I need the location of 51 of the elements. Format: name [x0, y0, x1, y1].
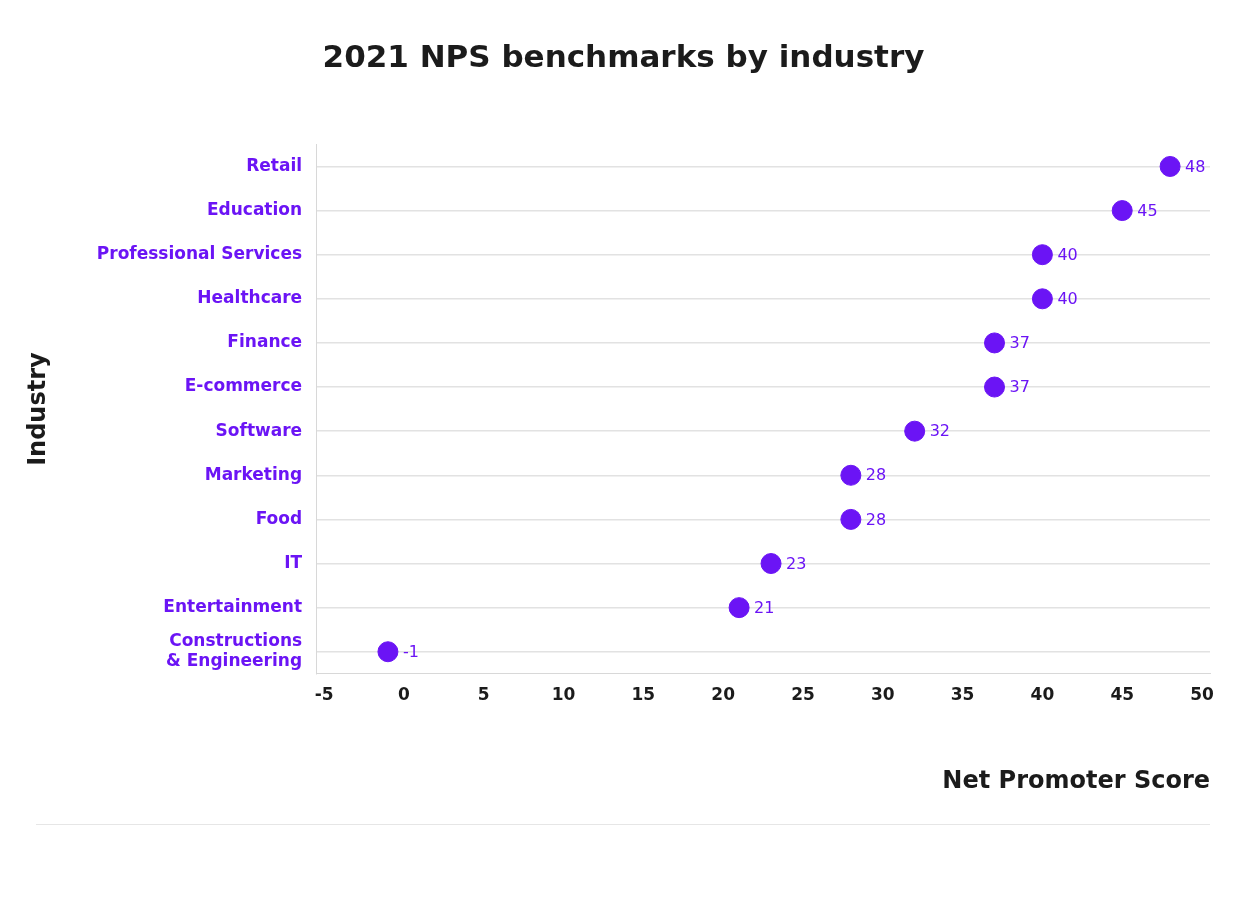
data-label: 40 — [1057, 244, 1078, 264]
point — [840, 464, 862, 486]
y-tick-label: Entertainment — [163, 596, 303, 617]
data-label: -1 — [402, 641, 419, 661]
data-label: 23 — [786, 553, 807, 573]
data-label: 40 — [1057, 288, 1078, 308]
y-tick-label: Healthcare — [197, 287, 303, 308]
x-tick-label: 50 — [1190, 684, 1215, 705]
x-tick-label: 30 — [870, 684, 895, 705]
data-label: 45 — [1137, 200, 1158, 220]
point — [984, 332, 1006, 354]
x-tick-label: 0 — [397, 684, 410, 705]
point — [904, 420, 926, 442]
y-tick-label: IT — [284, 551, 303, 572]
y-tick-label: E-commerce — [184, 375, 303, 396]
x-tick-label: 25 — [791, 684, 815, 705]
data-label: 37 — [1009, 377, 1030, 397]
x-axis-title: Net Promoter Score — [942, 765, 1210, 794]
data-label: 37 — [1009, 333, 1030, 353]
y-axis-title: Industry — [22, 351, 51, 466]
y-tick-label: Retail — [246, 154, 303, 175]
point — [1111, 200, 1133, 222]
y-tick-label: Professional Services — [96, 243, 303, 264]
point — [1031, 288, 1053, 310]
y-tick-label: Food — [255, 507, 303, 528]
data-label: 28 — [865, 509, 887, 529]
y-tick-label: Education — [206, 199, 303, 219]
x-tick-label: 40 — [1030, 684, 1055, 705]
point — [728, 597, 750, 619]
x-tick-label: 35 — [950, 684, 975, 705]
x-tick-label: 10 — [551, 684, 576, 705]
point — [760, 553, 782, 575]
data-label: 28 — [865, 465, 887, 485]
point — [984, 376, 1006, 398]
y-tick-label: Finance — [227, 331, 303, 352]
chart-title: 2021 NPS benchmarks by industry — [321, 38, 926, 74]
x-tick-label: 20 — [711, 684, 736, 705]
point — [377, 641, 399, 663]
x-tick-label: 5 — [477, 684, 490, 705]
point — [1031, 244, 1053, 266]
y-tick-label: Software — [215, 419, 303, 440]
point — [1159, 155, 1181, 177]
x-tick-label: 15 — [631, 684, 656, 705]
point — [840, 508, 862, 530]
data-label: 21 — [754, 597, 775, 617]
data-label: 48 — [1185, 156, 1206, 176]
x-tick-label: 45 — [1110, 684, 1135, 705]
y-tick-label: Constructions & Engineering — [165, 629, 303, 671]
data-label: 32 — [929, 421, 951, 441]
x-tick-label: -5 — [314, 684, 334, 705]
y-tick-label: Marketing — [204, 463, 303, 484]
